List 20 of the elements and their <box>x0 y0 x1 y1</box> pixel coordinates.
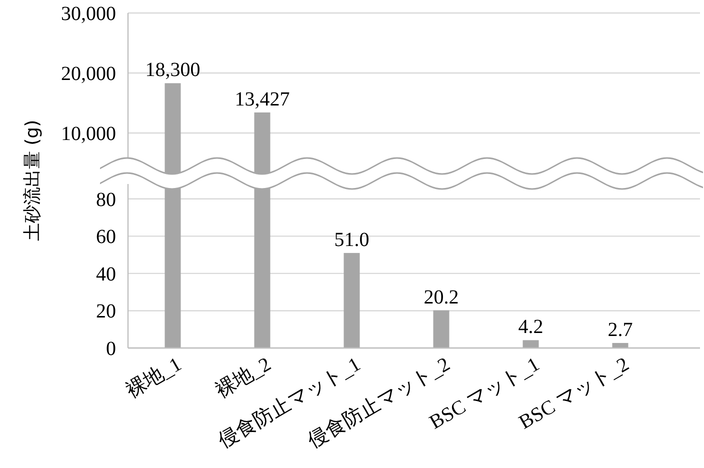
data-label: 2.7 <box>608 318 633 341</box>
y-tick-label: 30,000 <box>61 3 116 25</box>
data-label: 4.2 <box>518 316 544 338</box>
bar <box>344 252 360 348</box>
x-tick-label: 裸地_2 <box>212 353 275 402</box>
y-tick-label: 60 <box>96 226 116 248</box>
y-tick-label: 0 <box>106 338 116 360</box>
y-tick-label: 20,000 <box>61 63 116 85</box>
y-tick-label: 40 <box>96 263 116 286</box>
x-tick-label: 裸地_1 <box>122 353 186 402</box>
data-label: 51.0 <box>334 228 370 251</box>
bar <box>522 340 539 348</box>
y-tick-label: 20 <box>96 300 116 323</box>
y-tick-label: 10,000 <box>61 123 116 145</box>
y-tick-label: 80 <box>96 188 116 211</box>
y-axis-title: 土砂流出量 (g) <box>22 120 43 242</box>
bar <box>433 310 450 348</box>
data-label: 13,427 <box>234 88 290 110</box>
data-label: 20.2 <box>424 286 459 308</box>
data-label: 18,300 <box>145 59 200 82</box>
